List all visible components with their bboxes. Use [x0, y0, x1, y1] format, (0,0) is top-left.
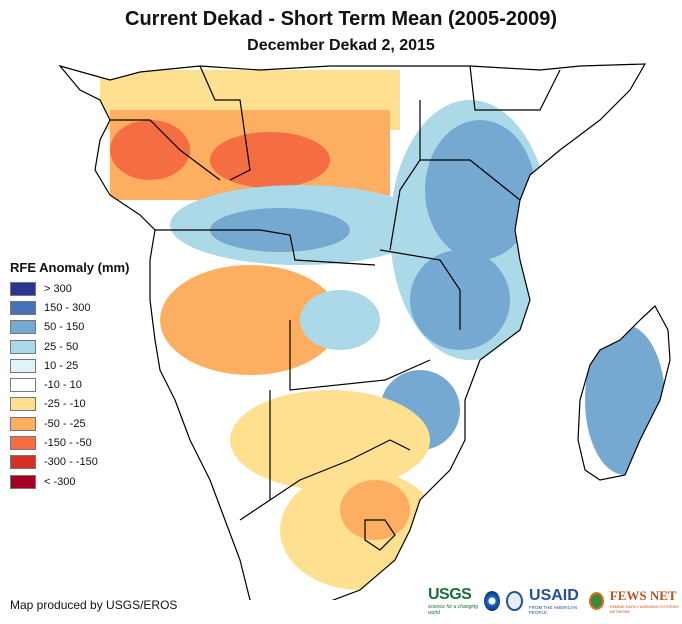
legend-swatch — [10, 436, 36, 451]
border-angola-drc — [155, 229, 376, 266]
legend-swatch — [10, 281, 36, 296]
legend-swatch — [10, 320, 36, 335]
wet-zambia — [300, 290, 380, 350]
dry-core-sa — [340, 480, 410, 540]
legend-label: > 300 — [44, 282, 72, 295]
fews-globe-icon — [588, 592, 604, 610]
anomaly-map — [58, 63, 671, 600]
border-uganda-drc — [389, 100, 421, 251]
legend-item: -300 - -150 — [10, 453, 129, 472]
border-ethiopia — [469, 65, 561, 111]
legend-label: -25 - -10 — [44, 398, 86, 411]
border-cameroon-car — [199, 65, 251, 181]
wet-madagascar — [585, 325, 665, 475]
legend-item: -150 - -50 — [10, 433, 129, 452]
legend-swatch — [10, 358, 36, 373]
legend-label: 150 - 300 — [44, 301, 91, 314]
noaa-logo-icon — [484, 591, 501, 611]
dry-core-car — [210, 132, 330, 188]
map-title: Current Dekad - Short Term Mean (2005-20… — [125, 8, 557, 30]
legend-swatch — [10, 378, 36, 393]
usaid-logo: USAID FROM THE AMERICAN PEOPLE — [529, 587, 579, 615]
legend-label: 10 - 25 — [44, 359, 79, 372]
legend-swatch — [10, 474, 36, 489]
wet-core-congo — [210, 208, 350, 252]
dry-angola — [160, 265, 340, 375]
partner-logos: USGS science for a changing world USAID … — [428, 586, 682, 616]
legend-swatch — [10, 416, 36, 431]
fews-net-logo: FEWS NET FAMINE EARLY WARNING SYSTEMS NE… — [609, 588, 680, 614]
legend-item: 50 - 150 — [10, 318, 129, 337]
legend-item: -50 - -25 — [10, 414, 129, 433]
border-gabon-congo — [110, 119, 221, 181]
legend-label: -10 - 10 — [44, 379, 82, 392]
legend-label: -300 - -150 — [44, 456, 98, 469]
legend-item: 25 - 50 — [10, 337, 129, 356]
legend-item: -10 - 10 — [10, 375, 129, 394]
wet-core-east — [425, 120, 535, 260]
border-namibia-zambia — [289, 320, 431, 391]
legend-label: < -300 — [44, 475, 76, 488]
legend-swatch — [10, 339, 36, 354]
legend-item: > 300 — [10, 279, 129, 298]
usaid-seal-icon — [506, 591, 524, 611]
border-kenya-tanzania — [420, 159, 521, 201]
country-borders — [58, 63, 671, 600]
legend-item: -25 - -10 — [10, 395, 129, 414]
legend: RFE Anomaly (mm) > 300 150 - 300 50 - 150 2… — [10, 260, 129, 491]
legend-item: 150 - 300 — [10, 298, 129, 317]
usgs-logo: USGS science for a changing world — [428, 586, 479, 616]
legend-label: 50 - 150 — [44, 321, 85, 334]
border-tanzania — [379, 249, 461, 330]
legend-title: RFE Anomaly (mm) — [10, 260, 130, 275]
credit-text: Map produced by USGS/EROS — [10, 598, 178, 612]
dry-core-west — [110, 120, 190, 180]
legend-label: -50 - -25 — [44, 417, 86, 430]
legend-item: < -300 — [10, 472, 129, 491]
madagascar-coast — [577, 305, 671, 481]
legend-swatch — [10, 397, 36, 412]
legend-swatch — [10, 300, 36, 315]
border-lesotho — [364, 519, 396, 551]
legend-swatch — [10, 455, 36, 470]
legend-label: 25 - 50 — [44, 340, 79, 353]
legend-item: 10 - 25 — [10, 356, 129, 375]
border-botswana-sa — [269, 439, 411, 501]
legend-label: -150 - -50 — [44, 437, 92, 450]
dry-botswana — [230, 390, 430, 490]
map-subtitle: December Dekad 2, 2015 — [247, 37, 435, 54]
